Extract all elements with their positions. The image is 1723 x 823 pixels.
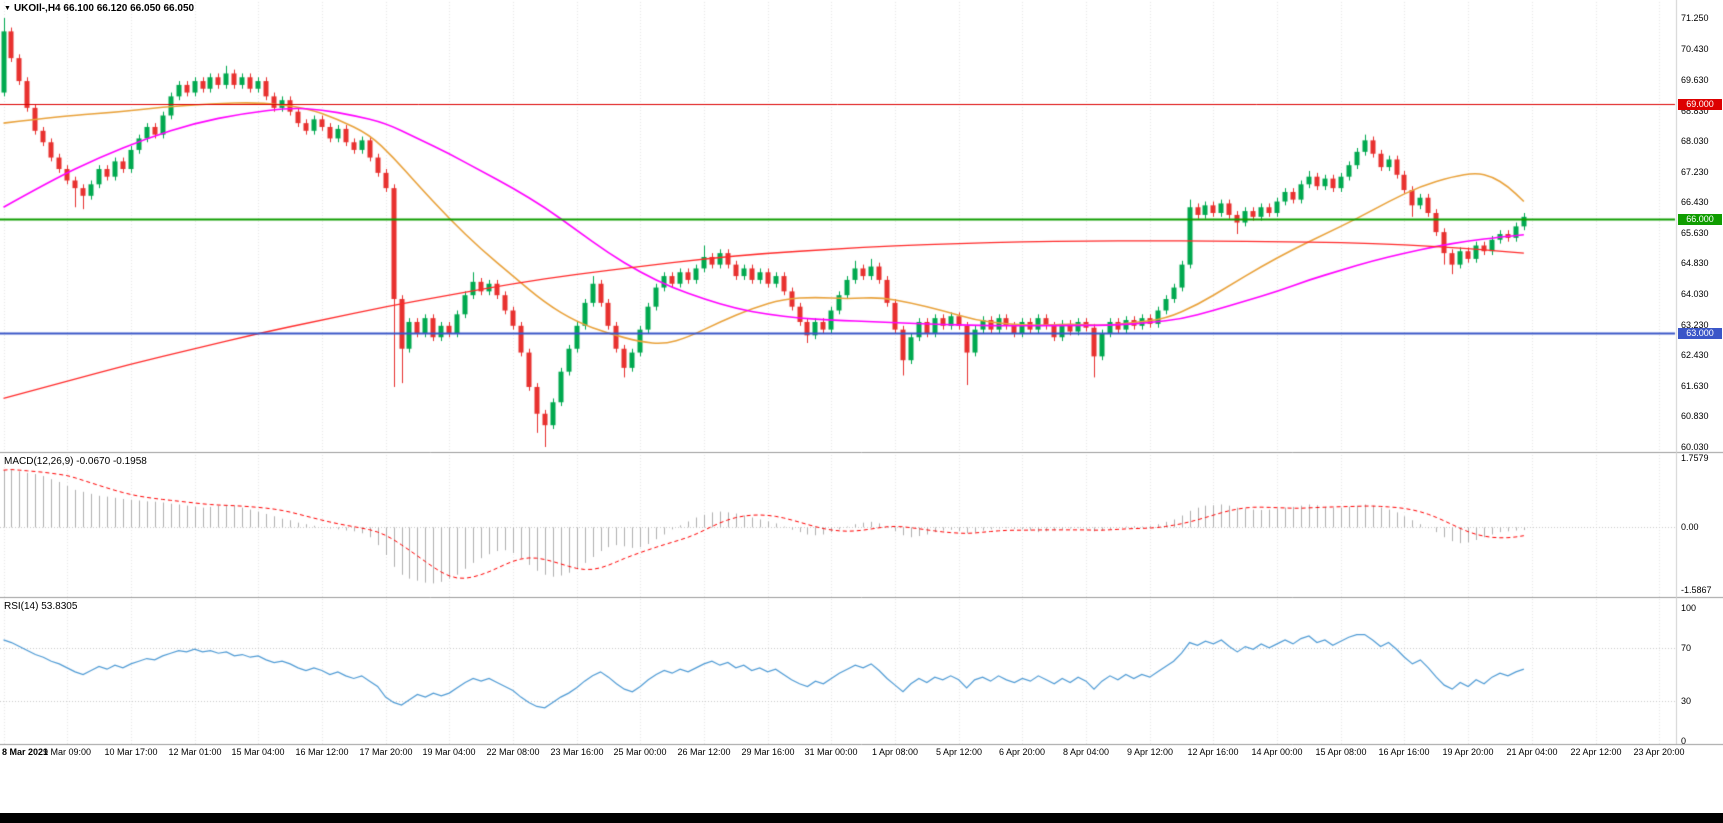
symbol-marker-icon: ▼: [4, 5, 11, 12]
rsi-indicator-label: RSI(14) 53.8305: [4, 601, 78, 612]
macd-indicator-label: MACD(12,26,9) -0.0670 -0.1958: [4, 456, 147, 467]
symbol-ohlc-label: UKOIl-,H4 66.100 66.120 66.050 66.050: [13, 3, 195, 14]
bottom-bar: [0, 813, 1723, 823]
symbol-info: ▼ UKOIl-,H4 66.100 66.120 66.050 66.050: [4, 3, 194, 14]
